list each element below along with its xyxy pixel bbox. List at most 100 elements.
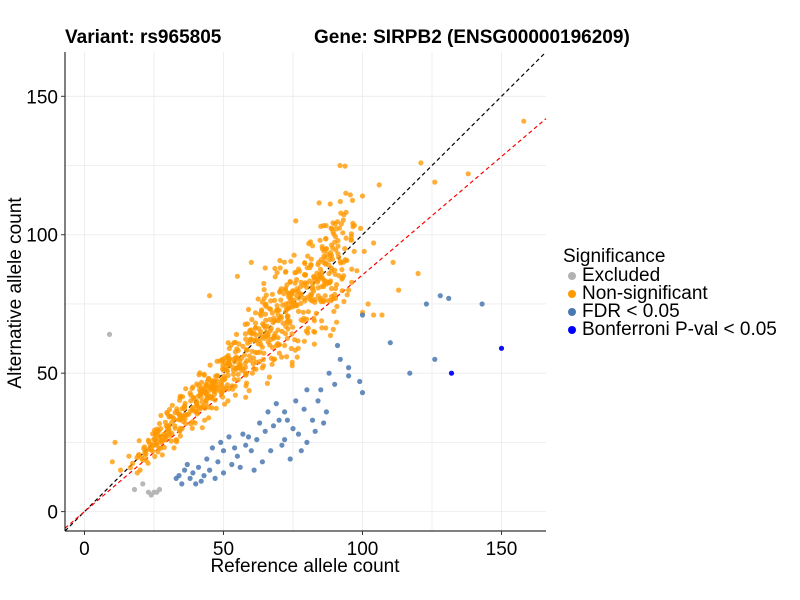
point-non-significant (148, 447, 155, 453)
point-fdr-0-05 (176, 473, 182, 479)
point-non-significant (232, 349, 238, 355)
point-non-significant (290, 324, 296, 330)
point-fdr-0-05 (257, 420, 263, 426)
point-non-significant (332, 221, 338, 227)
point-non-significant (289, 291, 295, 297)
point-non-significant (278, 297, 284, 303)
point-non-significant (249, 316, 255, 323)
legend-item-non-significant: Non-significant (563, 284, 777, 303)
point-non-significant (236, 341, 242, 347)
point-fdr-0-05 (243, 442, 249, 448)
point-fdr-0-05 (240, 431, 246, 437)
point-fdr-0-05 (337, 356, 343, 362)
point-excluded (140, 481, 146, 487)
point-non-significant (194, 411, 200, 417)
point-non-significant (183, 386, 189, 392)
point-non-significant (218, 389, 224, 395)
point-non-significant (126, 453, 132, 459)
point-non-significant (281, 259, 287, 265)
point-fdr-0-05 (209, 445, 215, 451)
point-non-significant (201, 372, 207, 378)
point-non-significant (288, 258, 294, 264)
x-tick-label: 50 (213, 539, 234, 560)
point-non-significant (329, 268, 335, 274)
legend-item-fdr: FDR < 0.05 (563, 302, 777, 321)
point-non-significant (272, 297, 278, 303)
point-non-significant (257, 337, 263, 343)
point-non-significant (161, 444, 167, 450)
point-non-significant (328, 298, 334, 304)
point-fdr-0-05 (309, 417, 316, 423)
legend-key-bonferroni (568, 326, 576, 334)
point-non-significant (284, 354, 290, 360)
point-non-significant (293, 218, 299, 224)
point-non-significant (337, 198, 343, 205)
point-non-significant (316, 200, 322, 206)
point-non-significant (322, 293, 328, 299)
point-non-significant (269, 361, 275, 367)
y-axis-label: Alternative allele count (5, 197, 26, 389)
point-non-significant (331, 308, 337, 314)
point-fdr-0-05 (201, 473, 207, 479)
point-non-significant (319, 318, 325, 324)
point-bonferroni-p-val-0-05 (498, 345, 505, 351)
point-non-significant (263, 317, 269, 323)
point-fdr-0-05 (259, 459, 265, 465)
point-non-significant (304, 284, 310, 290)
point-non-significant (272, 356, 278, 362)
point-non-significant (219, 357, 225, 363)
point-non-significant (224, 367, 230, 373)
point-non-significant (213, 405, 219, 411)
point-non-significant (198, 394, 204, 401)
point-non-significant (305, 309, 311, 315)
point-non-significant (242, 360, 248, 366)
point-fdr-0-05 (346, 365, 352, 371)
point-fdr-0-05 (446, 295, 452, 301)
point-non-significant (206, 375, 212, 381)
point-non-significant (336, 254, 342, 260)
point-non-significant (261, 287, 267, 293)
point-fdr-0-05 (290, 426, 296, 432)
point-non-significant (189, 425, 195, 431)
point-non-significant (279, 354, 285, 360)
point-non-significant (283, 323, 289, 329)
point-non-significant (354, 268, 360, 274)
point-non-significant (301, 338, 307, 344)
point-non-significant (282, 287, 289, 293)
point-non-significant (234, 273, 240, 279)
point-non-significant (152, 453, 158, 460)
point-fdr-0-05 (220, 470, 227, 476)
point-non-significant (294, 354, 300, 360)
point-non-significant (166, 406, 173, 413)
x-tick-label: 100 (347, 539, 379, 560)
point-non-significant (260, 363, 267, 369)
point-non-significant (257, 332, 263, 338)
point-non-significant (359, 193, 366, 199)
point-non-significant (245, 340, 251, 346)
point-non-significant (174, 408, 180, 414)
point-non-significant (346, 287, 352, 293)
point-non-significant (276, 350, 282, 356)
series-non-significant (109, 118, 527, 476)
point-non-significant (321, 253, 327, 259)
point-non-significant (305, 325, 311, 331)
point-non-significant (415, 270, 421, 277)
point-non-significant (282, 342, 288, 349)
point-non-significant (245, 306, 252, 313)
point-non-significant (321, 223, 327, 229)
point-non-significant (351, 248, 357, 254)
point-non-significant (207, 293, 213, 299)
point-non-significant (177, 393, 183, 399)
point-non-significant (432, 179, 438, 185)
point-non-significant (298, 291, 304, 297)
point-fdr-0-05 (357, 378, 363, 385)
point-non-significant (274, 306, 280, 313)
point-non-significant (249, 370, 255, 376)
point-non-significant (196, 372, 202, 378)
point-non-significant (306, 241, 312, 247)
point-fdr-0-05 (284, 417, 290, 423)
point-non-significant (337, 162, 343, 169)
point-non-significant (202, 417, 208, 423)
point-non-significant (311, 341, 317, 347)
point-non-significant (311, 288, 317, 294)
